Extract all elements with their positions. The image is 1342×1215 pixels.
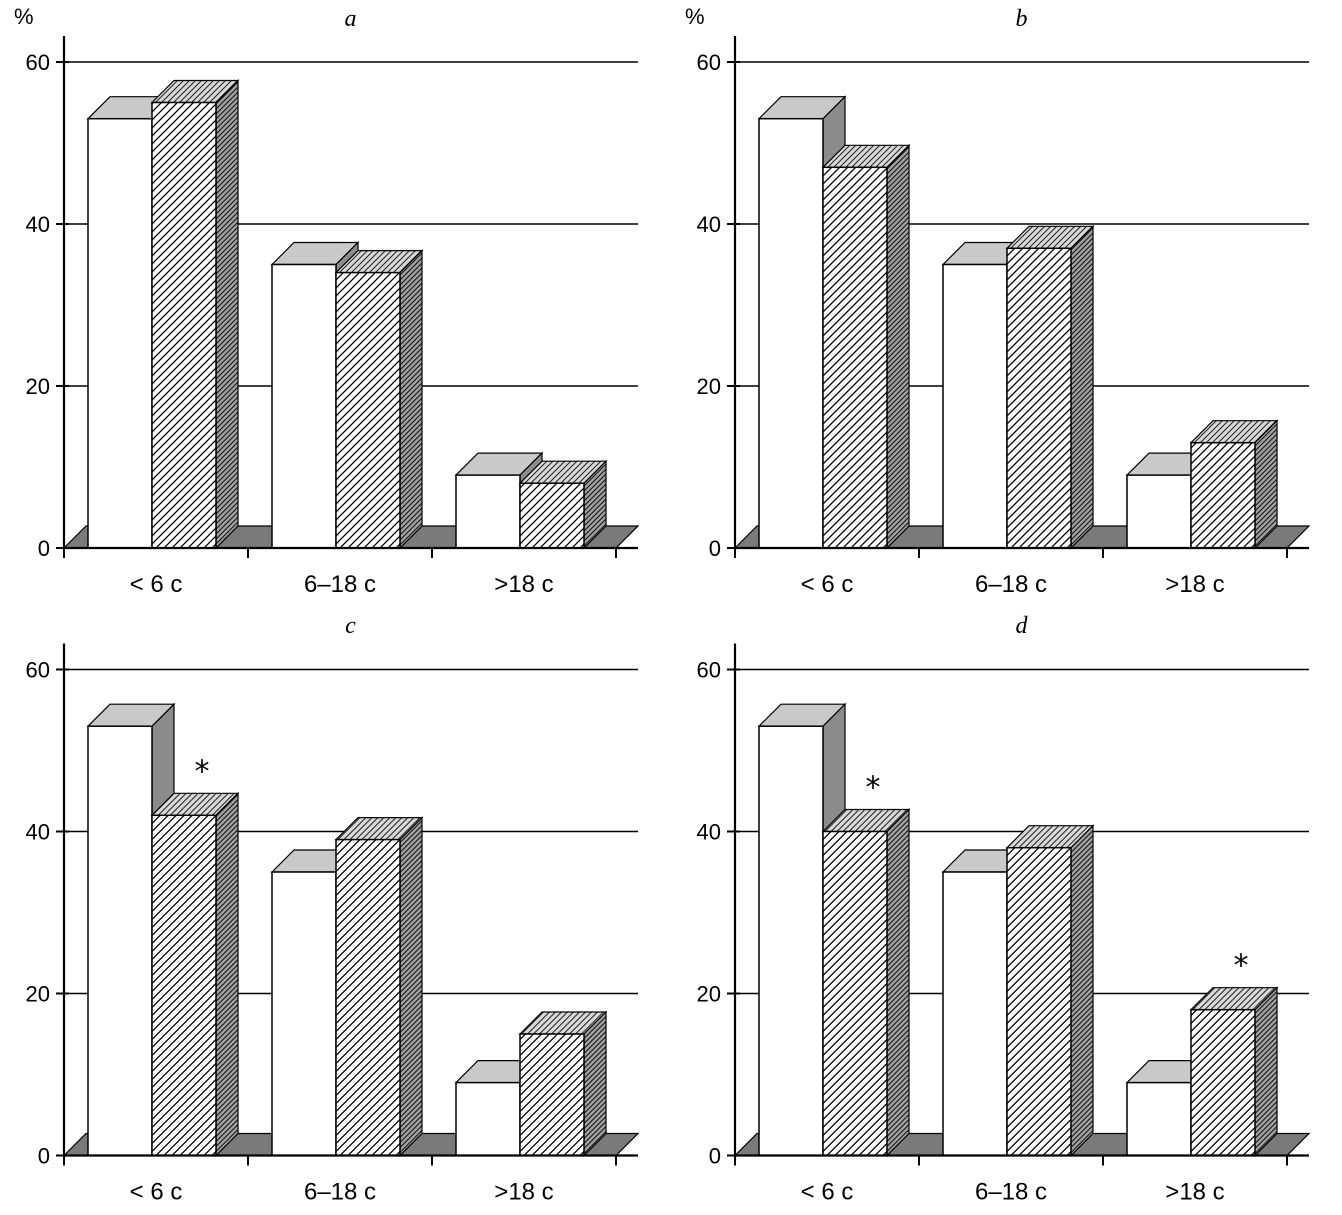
x-category-label: < 6 c [801, 571, 854, 598]
bar-front-face [87, 725, 153, 1157]
y-tick-label: 40 [697, 820, 721, 845]
y-axis-unit-label: % [685, 4, 705, 29]
bar-front-face [271, 871, 337, 1157]
x-category-label: < 6 c [130, 571, 183, 598]
bar-side-face [1070, 224, 1094, 550]
bar-side-face [886, 143, 910, 550]
y-tick-label: 60 [26, 658, 50, 683]
bar-hatched-1 [1005, 824, 1095, 1157]
bar-hatched-2 [1189, 986, 1279, 1157]
x-category-label: 6–18 c [975, 571, 1047, 598]
bar-hatched-1 [1005, 224, 1095, 550]
chart-panel-b: % b 0 20 40 60 < 6 c 6–18 c >18 c [671, 0, 1342, 607]
bar-hatched-0 [821, 808, 911, 1157]
y-tick-label: 20 [697, 374, 721, 399]
panel-title-b: b [1015, 6, 1028, 32]
y-tick-label: 0 [709, 536, 721, 561]
x-category-label: 6–18 c [304, 1179, 376, 1206]
bar-side-face [215, 791, 239, 1157]
bar-hatched-1 [334, 816, 424, 1157]
y-tick-label: 60 [26, 50, 50, 75]
bar-side-face [399, 816, 423, 1157]
bar-front-face [1006, 247, 1072, 549]
bar-side-face [583, 1010, 607, 1157]
bar-side-face [399, 249, 423, 550]
bar-front-face [151, 814, 217, 1157]
bar-front-face [271, 263, 337, 549]
bar-front-face [519, 1033, 585, 1157]
bar-front-face [455, 474, 521, 549]
bar-front-face [1126, 1081, 1192, 1157]
bar-front-face [1190, 1008, 1256, 1157]
bar-hatched-2 [518, 459, 608, 550]
bar-front-face [822, 166, 888, 549]
significance-asterisk: * [195, 754, 210, 789]
bar-side-face [1254, 419, 1278, 550]
bar-front-face [455, 1081, 521, 1157]
bar-front-face [758, 117, 824, 549]
chart-panel-c: c 0 20 40 60 < 6 c 6–18 c >18 c * [0, 607, 671, 1215]
bar-front-face [758, 725, 824, 1157]
y-tick-label: 0 [709, 1144, 721, 1169]
bar-front-face [87, 117, 153, 549]
chart-canvas-b: 0 20 40 60 < 6 c 6–18 c >18 c [697, 36, 1311, 598]
y-tick-label: 0 [38, 1144, 50, 1169]
y-tick-label: 40 [26, 820, 50, 845]
y-tick-label: 60 [697, 658, 721, 683]
chart-canvas-d: 0 20 40 60 < 6 c 6–18 c >18 c * * [697, 643, 1311, 1206]
chart-canvas-a: 0 20 40 60 < 6 c 6–18 c >18 c [26, 36, 640, 598]
bar-front-face [1190, 441, 1256, 549]
plot-area: 0 20 40 60 < 6 c 6–18 c >18 c [697, 36, 1311, 598]
bar-side-face [215, 79, 239, 550]
plot-area: 0 20 40 60 < 6 c 6–18 c >18 c * * [697, 643, 1311, 1206]
bar-front-face [335, 271, 401, 549]
x-category-label: < 6 c [801, 1179, 854, 1206]
significance-asterisk: * [1234, 949, 1249, 984]
plot-area: 0 20 40 60 < 6 c 6–18 c >18 c [26, 36, 640, 598]
bar-front-face [335, 838, 401, 1157]
chart-panel-d: d 0 20 40 60 < 6 c 6–18 c >18 c * * [671, 607, 1342, 1215]
bar-hatched-0 [150, 791, 240, 1157]
significance-asterisk: * [866, 771, 881, 806]
y-tick-label: 40 [26, 212, 50, 237]
bar-front-face [942, 871, 1008, 1157]
bar-front-face [822, 830, 888, 1157]
bar-side-face [1070, 824, 1094, 1157]
y-tick-label: 20 [697, 982, 721, 1007]
panel-title-c: c [345, 613, 356, 639]
panel-title-a: a [344, 6, 357, 32]
bar-front-face [519, 482, 585, 549]
y-axis-unit-label: % [14, 4, 34, 29]
y-tick-label: 20 [26, 982, 50, 1007]
x-category-label: < 6 c [130, 1179, 183, 1206]
bar-hatched-0 [821, 143, 911, 550]
bar-front-face [1006, 846, 1072, 1157]
bar-hatched-1 [334, 249, 424, 550]
x-category-label: >18 c [1165, 1179, 1224, 1206]
y-tick-label: 0 [38, 536, 50, 561]
panel-title-d: d [1015, 613, 1028, 639]
chart-panel-a: % a 0 20 40 60 < 6 c 6–18 c >18 c [0, 0, 671, 607]
x-category-label: >18 c [494, 571, 553, 598]
bar-side-face [886, 808, 910, 1157]
bar-front-face [942, 263, 1008, 549]
bar-hatched-2 [1189, 419, 1279, 550]
bar-front-face [1126, 474, 1192, 549]
chart-canvas-c: 0 20 40 60 < 6 c 6–18 c >18 c * [26, 643, 640, 1206]
y-tick-label: 40 [697, 212, 721, 237]
bar-front-face [151, 101, 217, 549]
x-category-label: 6–18 c [975, 1179, 1047, 1206]
bar-hatched-2 [518, 1010, 608, 1157]
x-category-label: >18 c [494, 1179, 553, 1206]
y-tick-label: 20 [26, 374, 50, 399]
y-tick-label: 60 [697, 50, 721, 75]
x-category-label: 6–18 c [304, 571, 376, 598]
x-category-label: >18 c [1165, 571, 1224, 598]
plot-area: 0 20 40 60 < 6 c 6–18 c >18 c * [26, 643, 640, 1206]
bar-hatched-0 [150, 79, 240, 550]
bar-side-face [1254, 986, 1278, 1157]
